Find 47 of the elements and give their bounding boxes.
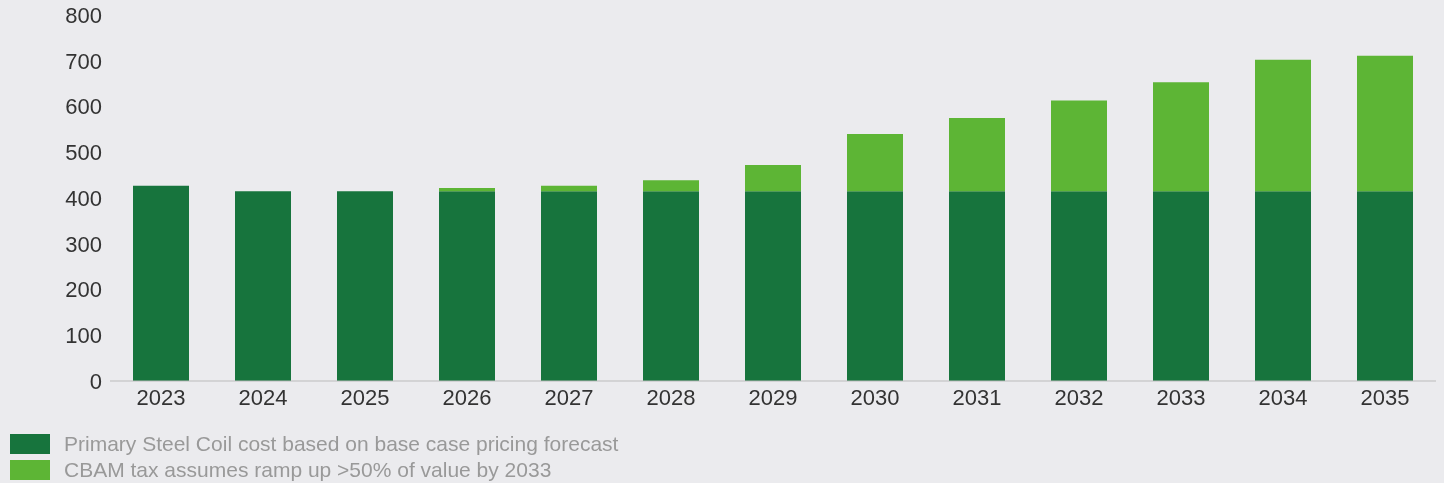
bar	[439, 187, 495, 192]
bar	[1051, 100, 1107, 192]
bar	[643, 191, 699, 381]
legend-label: Primary Steel Coil cost based on base case pricing forecast	[64, 432, 619, 456]
bar	[1357, 55, 1413, 192]
bar	[949, 191, 1005, 381]
bar	[541, 185, 597, 192]
y-tick-label: 600	[65, 94, 102, 120]
x-tick-label: 2023	[136, 384, 186, 410]
x-tick-label: 2032	[1054, 384, 1104, 410]
y-tick-label: 400	[65, 185, 102, 211]
x-tick-label: 2030	[850, 384, 900, 410]
x-tick-label: 2025	[340, 384, 390, 410]
y-tick-label: 100	[65, 323, 102, 349]
y-tick-label: 200	[65, 277, 102, 303]
x-tick-label: 2024	[238, 384, 288, 410]
x-tick-label: 2034	[1258, 384, 1308, 410]
bar	[235, 191, 291, 381]
x-tick-label: 2029	[748, 384, 798, 410]
x-tick-label: 2033	[1156, 384, 1206, 410]
bar	[1153, 82, 1209, 192]
y-tick-label: 0	[89, 368, 102, 394]
bar	[745, 165, 801, 192]
bar	[1255, 191, 1311, 381]
bar	[541, 191, 597, 381]
x-tick-label: 2026	[442, 384, 492, 410]
bar	[439, 191, 495, 381]
x-tick-label: 2028	[646, 384, 696, 410]
bar	[337, 191, 393, 381]
bar	[745, 191, 801, 381]
y-tick-label: 300	[65, 231, 102, 257]
bar	[847, 191, 903, 381]
bar	[1153, 191, 1209, 381]
y-tick-label: 500	[65, 140, 102, 166]
y-tick-label: 700	[65, 48, 102, 74]
bar	[1255, 59, 1311, 192]
x-tick-label: 2035	[1360, 384, 1410, 410]
x-tick-label: 2031	[952, 384, 1002, 410]
bar	[847, 133, 903, 192]
bar	[1051, 191, 1107, 381]
bar	[1357, 191, 1413, 381]
x-tick-label: 2027	[544, 384, 594, 410]
legend-label: CBAM tax assumes ramp up >50% of value by 2033	[64, 458, 552, 482]
y-tick-label: 800	[65, 2, 102, 28]
bar	[133, 185, 189, 381]
bar	[949, 117, 1005, 192]
bar	[643, 180, 699, 192]
